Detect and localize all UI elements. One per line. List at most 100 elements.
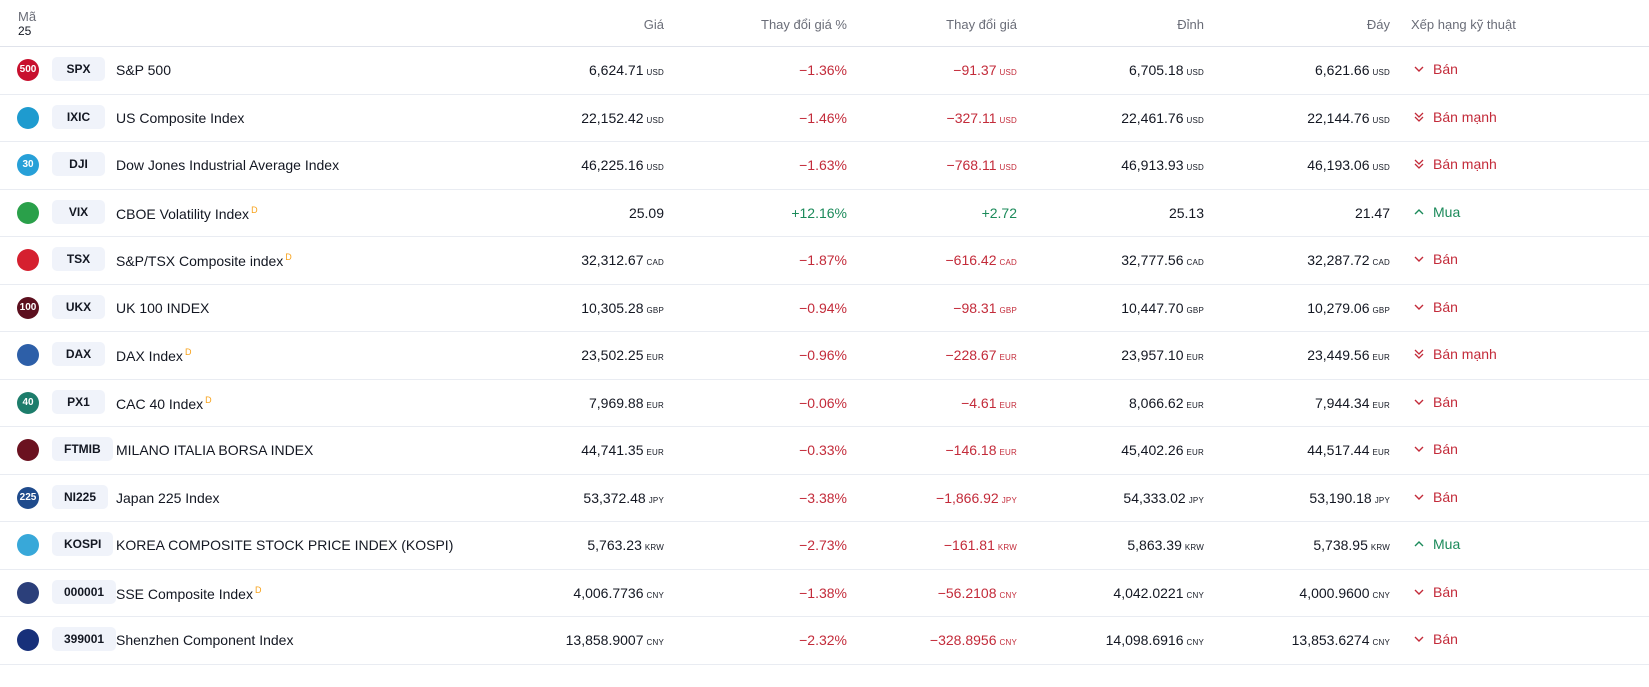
currency-label: EUR (646, 400, 664, 410)
index-name-text: S&P 500 (116, 62, 172, 78)
change-value: −146.18 (945, 442, 997, 458)
index-name[interactable]: S&P 500 (116, 62, 171, 78)
low-value: 5,738.95 (1313, 537, 1368, 553)
table-row[interactable]: TSX S&P/TSX Composite index D 32,312.67 CAD −… (0, 237, 1649, 285)
currency-label: USD (1372, 115, 1390, 125)
price-value: 7,969.88 (589, 394, 644, 411)
index-name[interactable]: S&P/TSX Composite index D (116, 252, 292, 269)
index-logo-text: 100 (19, 301, 37, 313)
chevron-down-icon (1414, 304, 1424, 310)
change-cell: −327.11 USD (947, 110, 1017, 126)
currency-label: USD (999, 163, 1017, 172)
index-logo-text: 40 (22, 396, 34, 408)
index-name-text: CAC 40 Index (116, 395, 204, 412)
ticker-badge[interactable]: 000001 (52, 579, 117, 604)
change-cell: −328.8956 CNY (930, 632, 1017, 648)
ticker-badge[interactable]: DJI (52, 152, 105, 176)
change-column-header[interactable]: Thay đổi giá (946, 17, 1017, 32)
ticker-badge[interactable]: FTMIB (52, 437, 113, 461)
low-cell: 46,193.06 USD (1307, 157, 1390, 173)
ticker-badge[interactable]: KOSPI (52, 532, 114, 556)
ticker-badge[interactable]: 399001 (52, 627, 117, 651)
high-cell: 45,402.26 EUR (1121, 442, 1204, 458)
high-value: 10,447.70 (1121, 299, 1184, 316)
currency-label: USD (999, 115, 1017, 125)
table-row[interactable]: 100 UKX UK 100 INDEX 10,305.28 GBP −0.94% −98.… (0, 285, 1649, 332)
price-cell: 25.09 (629, 205, 664, 221)
table-row[interactable]: VIX CBOE Volatility Index D 25.09 +12.16% +2.… (0, 190, 1649, 237)
table-row[interactable]: 225 NI225 Japan 225 Index 53,372.48 JPY −3.38… (0, 475, 1649, 522)
index-name[interactable]: Dow Jones Industrial Average Index (116, 157, 339, 173)
table-row[interactable]: 500 SPX S&P 500 6,624.71 USD −1.36% −91.37 USD 6… (0, 47, 1649, 95)
table-row[interactable]: 000001 SSE Composite Index D 4,006.7736 CNY −… (0, 570, 1649, 617)
index-name[interactable]: CBOE Volatility Index D (116, 205, 258, 222)
index-name[interactable]: KOREA COMPOSITE STOCK PRICE INDEX (KOSPI… (116, 537, 453, 553)
high-column-header[interactable]: Đỉnh (1177, 17, 1204, 32)
price-cell: 32,312.67 CAD (581, 252, 664, 268)
price-value: 23,502.25 (581, 347, 644, 363)
change-pct-cell: −1.46% (799, 109, 847, 126)
low-cell: 44,517.44 EUR (1307, 442, 1390, 458)
change-value: −161.81 (943, 537, 995, 553)
index-name[interactable]: SSE Composite Index D (116, 585, 261, 602)
ticker-badge[interactable]: IXIC (52, 104, 105, 129)
ticker-badge[interactable]: DAX (52, 342, 105, 366)
ticker-badge[interactable]: VIX (52, 199, 105, 224)
technical-rating: Bán (1413, 251, 1458, 267)
index-logo-text: 500 (19, 64, 37, 75)
high-cell: 14,098.6916 CNY (1106, 632, 1204, 648)
index-name[interactable]: CAC 40 Index D (116, 395, 212, 412)
ticker-symbol: IXIC (66, 109, 91, 124)
index-name[interactable]: MILANO ITALIA BORSA INDEX (116, 442, 313, 458)
rating-label: Mua (1433, 203, 1461, 220)
high-cell: 25.13 (1169, 205, 1204, 221)
index-name[interactable]: US Composite Index (116, 110, 244, 126)
change-pct-column-header[interactable]: Thay đổi giá % (761, 17, 847, 32)
table-row[interactable]: 30 DJI Dow Jones Industrial Average Index 4… (0, 142, 1649, 190)
technical-rating: Bán (1413, 584, 1458, 600)
ticker-badge[interactable]: TSX (52, 247, 105, 271)
change-pct-cell: −0.94% (799, 299, 847, 316)
table-row[interactable]: FTMIB MILANO ITALIA BORSA INDEX 44,741.35 E… (0, 427, 1649, 475)
change-pct-cell: −2.73% (799, 537, 847, 553)
technical-rating: Bán (1413, 299, 1458, 315)
index-logo (17, 106, 39, 129)
low-column-header[interactable]: Đáy (1366, 17, 1390, 32)
price-cell: 6,624.71 USD (589, 62, 664, 78)
high-cell: 6,705.18 USD (1129, 62, 1204, 78)
ticker-badge[interactable]: UKX (52, 294, 105, 319)
change-pct-cell: −2.32% (799, 632, 847, 648)
index-name[interactable]: DAX Index D (116, 347, 191, 364)
index-name[interactable]: Shenzhen Component Index (116, 632, 293, 648)
currency-label: EUR (1372, 400, 1390, 410)
rating-label: Mua (1433, 536, 1461, 552)
table-row[interactable]: 399001 Shenzhen Component Index 13,858.900… (0, 617, 1649, 665)
table-row[interactable]: 40 PX1 CAC 40 Index D 7,969.88 EUR −0.06% −4.61… (0, 380, 1649, 427)
low-value: 22,144.76 (1307, 109, 1370, 126)
index-logo: 100 (17, 296, 39, 319)
price-column-header[interactable]: Giá (643, 17, 664, 32)
low-value: 32,287.72 (1307, 252, 1370, 268)
rating-column-header[interactable]: Xếp hạng kỹ thuật (1411, 17, 1516, 32)
index-name[interactable]: Japan 225 Index (116, 490, 220, 506)
currency-label: EUR (1186, 448, 1204, 457)
index-name-text: SSE Composite Index (116, 585, 253, 602)
ticker-badge[interactable]: PX1 (52, 389, 105, 414)
price-cell: 4,006.7736 CNY (573, 585, 664, 601)
technical-rating: Bán (1413, 394, 1458, 410)
symbol-column-header[interactable]: Mã 25 (18, 9, 36, 39)
table-row[interactable]: KOSPI KOREA COMPOSITE STOCK PRICE INDEX (… (0, 522, 1649, 570)
high-value: 5,863.39 (1127, 537, 1182, 553)
price-cell: 7,969.88 EUR (589, 395, 664, 411)
high-cell: 10,447.70 GBP (1121, 300, 1204, 316)
change-pct-cell: −1.36% (799, 62, 847, 78)
index-logo (17, 534, 39, 556)
ticker-badge[interactable]: NI225 (52, 484, 109, 509)
table-row[interactable]: IXIC US Composite Index 22,152.42 USD −1.46%… (0, 95, 1649, 142)
chevron-up-icon (1414, 541, 1424, 547)
index-name[interactable]: UK 100 INDEX (116, 300, 209, 316)
index-logo: 500 (17, 59, 39, 81)
ticker-badge[interactable]: SPX (52, 57, 105, 81)
table-row[interactable]: DAX DAX Index D 23,502.25 EUR −0.96% −228.67 EU… (0, 332, 1649, 380)
symbol-header-label: Mã (18, 9, 37, 24)
